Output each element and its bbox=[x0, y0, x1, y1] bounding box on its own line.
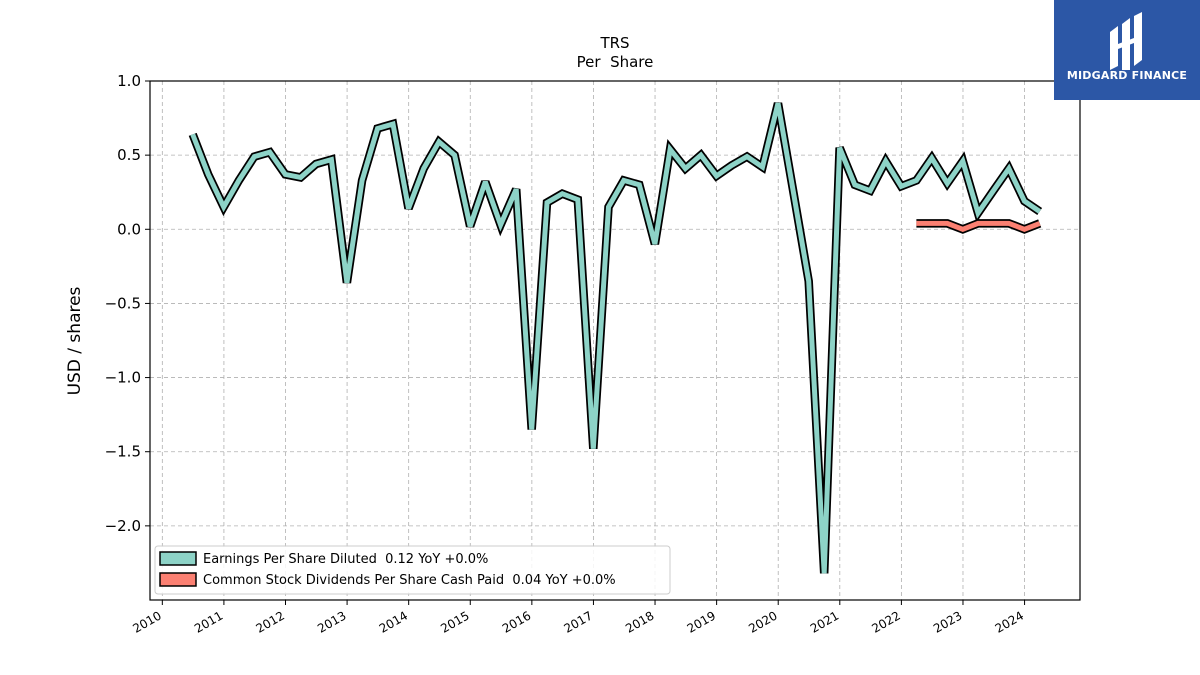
x-tick-label: 2016 bbox=[500, 608, 533, 635]
x-tick-label: 2018 bbox=[623, 608, 656, 635]
x-tick-label: 2014 bbox=[377, 608, 410, 635]
legend-label-eps: Earnings Per Share Diluted 0.12 YoY +0.0… bbox=[203, 552, 488, 567]
y-tick-label: 1.0 bbox=[117, 72, 141, 90]
series-line-1 bbox=[916, 220, 1041, 232]
x-tick-label: 2015 bbox=[438, 608, 471, 635]
series-line-0 bbox=[190, 102, 1042, 574]
legend: Earnings Per Share Diluted 0.12 YoY +0.0… bbox=[154, 545, 671, 595]
legend-swatch-dividends bbox=[159, 572, 197, 587]
x-tick-label: 2010 bbox=[130, 608, 163, 635]
x-tick-label: 2022 bbox=[869, 608, 902, 635]
plot-frame bbox=[149, 80, 1081, 601]
x-tick-label: 2012 bbox=[254, 608, 287, 635]
midgard-finance-logo: MIDGARD FINANCE bbox=[1054, 0, 1200, 100]
series-outline-0 bbox=[188, 102, 1043, 574]
series-layer bbox=[188, 102, 1043, 574]
x-tick-label: 2017 bbox=[561, 608, 594, 635]
x-tick-label: 2011 bbox=[192, 608, 225, 635]
x-tick-label: 2013 bbox=[315, 608, 348, 635]
legend-swatch-eps bbox=[159, 551, 197, 566]
x-tick-label: 2020 bbox=[746, 608, 779, 635]
x-tick-label: 2019 bbox=[685, 608, 718, 635]
x-tick-label: 2023 bbox=[931, 608, 964, 635]
y-tick-label: −1.0 bbox=[105, 369, 141, 387]
x-tick-label: 2021 bbox=[808, 608, 841, 635]
y-tick-label: −0.5 bbox=[105, 294, 141, 312]
y-ticks: 1.0 0.5 0.0 −0.5 −1.0 −1.5 −2.0 bbox=[105, 72, 150, 535]
legend-label-dividends: Common Stock Dividends Per Share Cash Pa… bbox=[203, 573, 616, 588]
chart-title: TRS bbox=[599, 34, 629, 52]
y-tick-label: −1.5 bbox=[105, 443, 141, 461]
chart-subtitle: Per Share bbox=[577, 53, 654, 71]
x-ticks: 2010 2011 2012 2013 2014 2015 2016 2017 2018 2019… bbox=[130, 600, 1026, 636]
y-axis-label: USD / shares bbox=[65, 286, 85, 395]
x-tick-label: 2024 bbox=[993, 608, 1026, 635]
y-tick-label: 0.0 bbox=[117, 220, 141, 238]
logo-mark-icon bbox=[1110, 12, 1142, 70]
y-tick-label: 0.5 bbox=[117, 146, 141, 164]
logo-text: MIDGARD FINANCE bbox=[1066, 69, 1188, 82]
y-tick-label: −2.0 bbox=[105, 517, 141, 535]
legend-box bbox=[154, 545, 671, 595]
grid bbox=[150, 80, 1080, 600]
